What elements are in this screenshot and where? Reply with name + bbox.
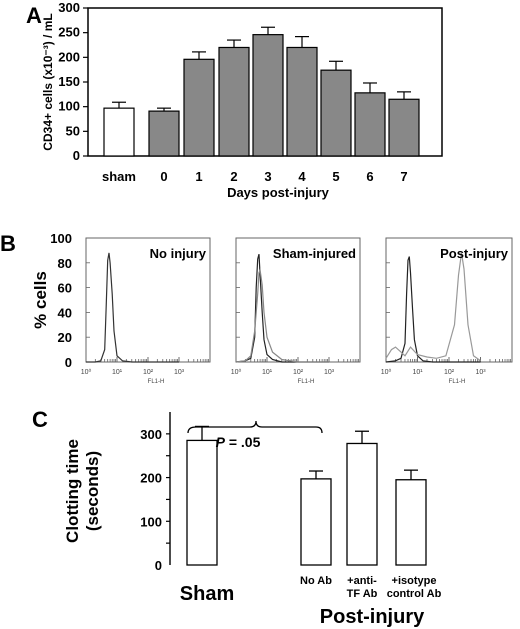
panel-a-xtick-label: 7 xyxy=(400,169,407,184)
panel-c-xtick-label: Sham xyxy=(180,583,234,605)
panel-a-bar xyxy=(354,92,386,157)
panel-a-bar xyxy=(388,98,420,157)
panel-c-xtick-label: TF Ab xyxy=(347,588,378,600)
panel-b-subplot: 10⁰ 10¹ 10² 10³ FL1-H Sham-injured xyxy=(231,237,361,385)
panel-b-ytick-label: 100 xyxy=(50,231,72,246)
panel-a-x-ticks: sham 0 1 2 3 4 5 6 7 xyxy=(102,169,408,184)
panel-b-xtick-label: 10¹ xyxy=(412,369,423,376)
panel-a-bar xyxy=(252,34,284,157)
panel-b-letter: B xyxy=(0,231,16,256)
panel-b-ytick-label: 40 xyxy=(58,305,72,320)
panel-b-xaxis-label: FL1-H xyxy=(298,379,315,385)
panel-a-xtick-label: sham xyxy=(102,169,136,184)
panel-a-ytick-label: 50 xyxy=(66,123,80,138)
panel-a-ytick-label: 200 xyxy=(58,49,80,64)
panel-a-ytick-label: 0 xyxy=(73,148,80,163)
panel-b-subplot-title: No injury xyxy=(150,246,207,261)
panel-a-ytick-label: 100 xyxy=(58,99,80,114)
panel-c-bars xyxy=(186,425,427,566)
panel-b-subplot: 10⁰ 10¹ 10² 10³ FL1-H Post-injury xyxy=(381,237,513,385)
panel-b-ytick-label: 80 xyxy=(58,256,72,271)
panel-c-letter: C xyxy=(32,407,48,432)
panel-a-bar-chart: 0 50 100 150 200 250 300 sham 0 1 2 3 4 5 6 7 Days pos… xyxy=(41,0,443,200)
panel-a-xlabel: Days post-injury xyxy=(227,185,330,200)
panel-a-bar xyxy=(148,110,180,157)
panel-a-bar xyxy=(320,69,352,157)
panel-a-xtick-label: 6 xyxy=(366,169,373,184)
panel-b-histogram-line xyxy=(235,268,329,363)
panel-b-histogram-line xyxy=(235,253,329,363)
panel-a-ytick-label: 250 xyxy=(58,25,80,40)
panel-b-xtick-label: 10¹ xyxy=(262,369,273,376)
panel-a-bar xyxy=(286,46,318,157)
panel-b-subplot: 10⁰ 10¹ 10² 10³ FL1-H No injury xyxy=(81,237,211,385)
panel-c-ytick-label: 200 xyxy=(140,471,162,486)
panel-a-bar xyxy=(183,58,215,157)
panel-b-ylabel: % cells xyxy=(31,271,50,329)
panel-b-xtick-label: 10⁰ xyxy=(231,368,242,376)
panel-c-ylabel-line2: (seconds) xyxy=(83,451,102,531)
panel-a-ylabel: CD34+ cells (x10⁻³) / mL xyxy=(41,13,55,150)
panel-a-ytick-label: 150 xyxy=(58,74,80,89)
panel-a-xtick-label: 4 xyxy=(298,169,306,184)
panel-c-ylabel-line1: Clotting time xyxy=(63,439,82,543)
panel-a-ytick-label: 300 xyxy=(58,0,80,15)
panel-c-bar xyxy=(186,439,218,566)
panel-b-ytick-label: 20 xyxy=(58,330,72,345)
panel-b-xtick-label: 10⁰ xyxy=(381,368,392,376)
panel-b-xtick-label: 10³ xyxy=(324,369,335,376)
panel-c-xtick-label: +isotype xyxy=(392,575,437,587)
panel-b-subplot-title: Sham-injured xyxy=(273,246,356,261)
panel-b-xtick-label: 10² xyxy=(293,369,304,376)
panel-c-ytick-label: 300 xyxy=(140,427,162,442)
panel-c-comparison-brace xyxy=(187,420,323,434)
panel-b-subplots: 10⁰ 10¹ 10² 10³ FL1-H No injury 10⁰ 10¹ 10² 10³ FL… xyxy=(81,237,513,385)
panel-a-xtick-label: 0 xyxy=(160,169,167,184)
panel-b-ytick-label: 60 xyxy=(58,281,72,296)
panel-b-y-ticks: 0 20 40 60 80 100 xyxy=(50,231,72,370)
panel-c-bar-chart: Clotting time (seconds) 0 100 200 300 Sham N… xyxy=(63,412,442,628)
panel-c-xtick-label: +anti- xyxy=(347,575,377,587)
panel-c-group-label: Post-injury xyxy=(320,606,425,628)
panel-a-bar xyxy=(103,107,135,157)
panel-a-y-ticks: 0 50 100 150 200 250 300 xyxy=(58,0,88,163)
panel-b-xtick-label: 10³ xyxy=(475,369,486,376)
panel-b-histogram-line xyxy=(385,252,481,362)
panel-c-xtick-label: control Ab xyxy=(387,588,442,600)
panel-c-bar xyxy=(300,478,332,566)
panel-b-xtick-label: 10³ xyxy=(174,369,185,376)
panel-c-axes: 0 100 200 300 xyxy=(140,412,171,573)
panel-a-bar xyxy=(218,46,250,157)
panel-c-ytick-label: 100 xyxy=(140,514,162,529)
panel-a-xtick-label: 2 xyxy=(230,169,237,184)
panel-b-flow-histograms: % cells 0 20 40 60 80 100 10⁰ 10¹ 10² 10³ FL1-H No… xyxy=(31,231,513,385)
panel-b-subplot-title: Post-injury xyxy=(440,246,509,261)
panel-b-ytick-label: 0 xyxy=(65,355,72,370)
panel-a-bars xyxy=(103,26,420,157)
panel-b-xtick-label: 10² xyxy=(444,369,455,376)
panel-c-xtick-label: No Ab xyxy=(300,575,332,587)
panel-c-ytick-label: 0 xyxy=(155,558,162,573)
panel-b-xaxis-label: FL1-H xyxy=(148,379,165,385)
panel-a-xtick-label: 3 xyxy=(264,169,271,184)
panel-b-xaxis-label: FL1-H xyxy=(449,379,466,385)
panel-a-letter: A xyxy=(26,3,42,28)
panel-c-annotation: P = .05 xyxy=(216,434,261,450)
panel-a-xtick-label: 1 xyxy=(195,169,202,184)
panel-c-bar xyxy=(346,442,378,566)
panel-b-xtick-label: 10¹ xyxy=(112,369,123,376)
panel-a-xtick-label: 5 xyxy=(332,169,339,184)
panel-b-histogram-line xyxy=(86,252,179,363)
panel-c-bar xyxy=(395,479,427,566)
panel-b-xtick-label: 10⁰ xyxy=(81,368,92,376)
panel-b-xtick-label: 10² xyxy=(143,369,154,376)
